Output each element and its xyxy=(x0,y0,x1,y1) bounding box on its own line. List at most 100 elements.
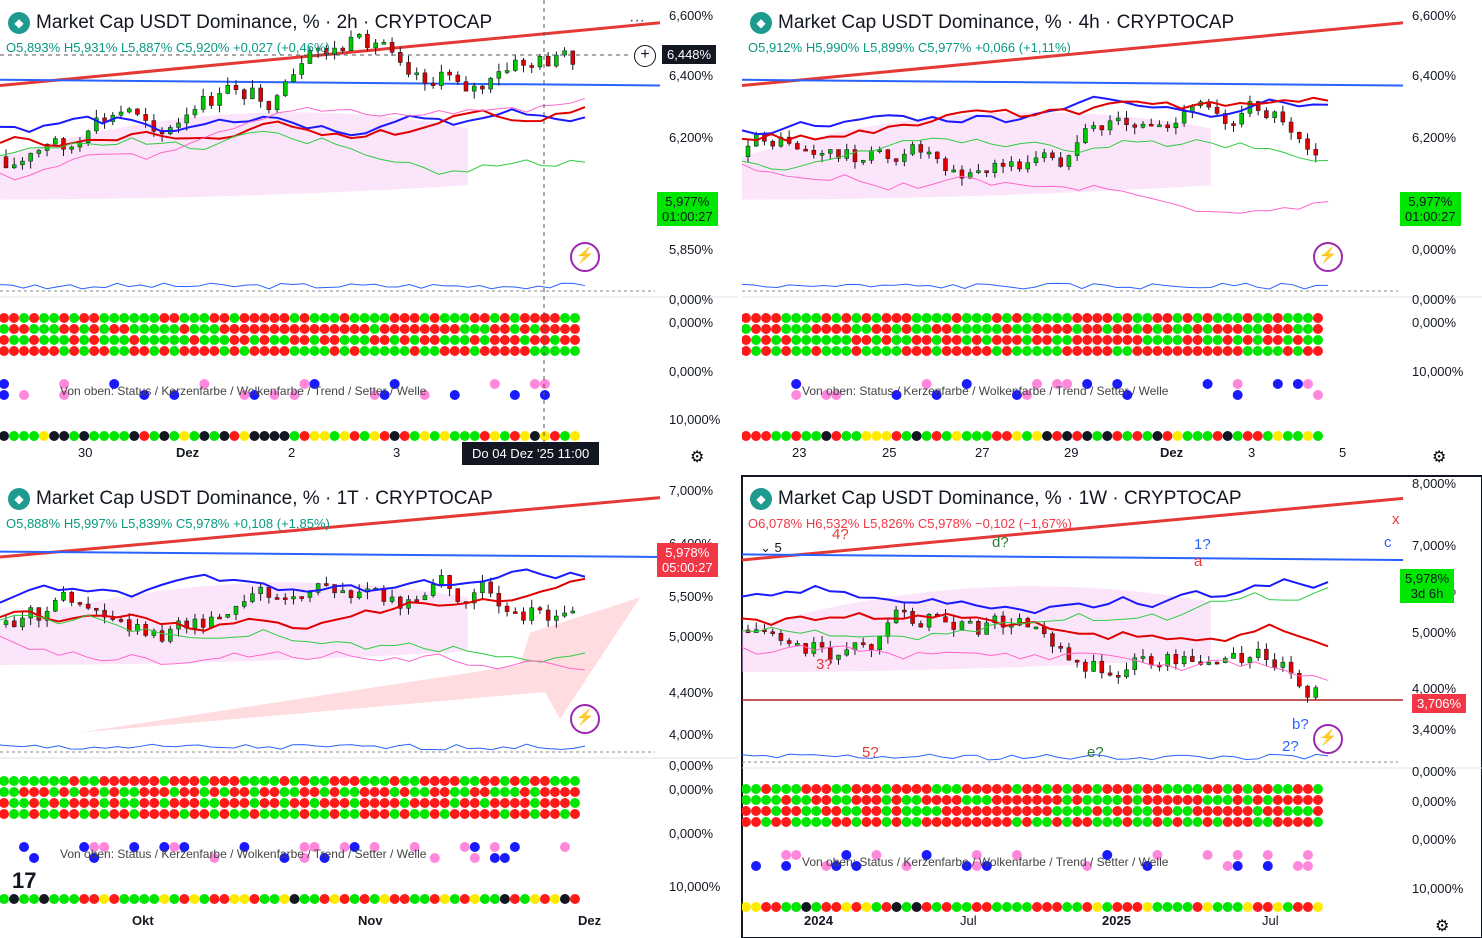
indicator-dot xyxy=(409,313,420,323)
indicator-dot xyxy=(1222,806,1233,816)
indicator-dot xyxy=(269,776,280,786)
price-axis-label: 7,000% xyxy=(1412,538,1457,553)
candle-body xyxy=(1280,661,1286,668)
indicator-dot xyxy=(831,431,842,441)
indicator-dot xyxy=(1252,795,1263,805)
indicator-dot xyxy=(439,346,450,356)
indicator-dot xyxy=(981,861,992,871)
indicator-dot xyxy=(1132,817,1143,827)
price-axis-label: 10,000% xyxy=(1412,881,1464,896)
chart-panel-4[interactable]: ◆ Market Cap USDT Dominance, % · 1W · CRY… xyxy=(741,475,1482,938)
indicator-dot xyxy=(991,335,1002,345)
indicator-dot xyxy=(981,335,992,345)
add-alert-plus-button[interactable]: + xyxy=(634,45,656,67)
candle-body xyxy=(44,610,50,621)
elliott-wave-label: b? xyxy=(1292,716,1309,733)
chart-canvas[interactable] xyxy=(742,476,1482,938)
chart-panel-3[interactable]: ◆ Market Cap USDT Dominance, % · 1T · CRY… xyxy=(0,476,738,938)
indicator-dot xyxy=(1302,431,1313,441)
indicator-dot xyxy=(49,335,60,345)
chevron-down-icon[interactable]: ⌄ xyxy=(760,540,775,555)
chart-title[interactable]: ◆ Market Cap USDT Dominance, % · 1W · CRY… xyxy=(750,488,1242,510)
chart-title[interactable]: ◆ Market Cap USDT Dominance, % · 1T · CRY… xyxy=(8,488,493,510)
chart-canvas[interactable] xyxy=(742,0,1482,472)
indicator-dot xyxy=(1082,806,1093,816)
indicator-dot xyxy=(19,313,30,323)
candle-body xyxy=(836,149,841,159)
indicator-dot xyxy=(1232,346,1243,356)
price-axis-label: 6,600% xyxy=(1412,8,1457,23)
candle-body xyxy=(299,596,304,599)
bar-countdown-timer: 3d 6h xyxy=(1410,586,1444,601)
indicator-dot xyxy=(941,431,952,441)
indicator-dot xyxy=(309,798,320,808)
indicator-dot xyxy=(209,335,220,345)
indicator-dot xyxy=(1232,850,1243,860)
chart-title[interactable]: ◆ Market Cap USDT Dominance, % · 2h · CRY… xyxy=(8,12,492,34)
candle-body xyxy=(168,628,173,642)
settings-gear-icon[interactable]: ⚙ xyxy=(690,449,705,466)
tradingview-logo-icon[interactable]: 17 xyxy=(12,868,37,893)
ichimoku-cloud xyxy=(0,112,468,200)
alert-lightning-icon[interactable]: ⚡ xyxy=(570,242,600,272)
indicator-dot xyxy=(519,894,530,904)
indicator-dot xyxy=(1122,324,1133,334)
indicator-dot xyxy=(79,894,90,904)
indicator-dot xyxy=(569,335,580,345)
indicator-dot xyxy=(79,346,90,356)
indicator-dot xyxy=(289,894,300,904)
indicator-dot xyxy=(249,431,260,441)
chart-title[interactable]: ◆ Market Cap USDT Dominance, % · 4h · CRY… xyxy=(750,12,1234,34)
indicator-dot xyxy=(449,335,460,345)
indicator-dot xyxy=(1102,850,1113,860)
indicator-dot xyxy=(1172,806,1183,816)
legend-collapse[interactable]: ⌄ 5 xyxy=(760,540,782,556)
indicator-dot xyxy=(1062,817,1073,827)
indicator-dot xyxy=(29,346,40,356)
candle-body xyxy=(94,117,99,132)
candle-body xyxy=(324,47,329,55)
indicator-dot xyxy=(179,431,190,441)
indicator-dot xyxy=(509,335,520,345)
moving-average-line xyxy=(742,96,1329,142)
indicator-dot xyxy=(329,431,340,441)
price-axis-label: 4,000% xyxy=(669,727,714,742)
settings-gear-icon[interactable]: ⚙ xyxy=(1432,449,1447,466)
chart-canvas[interactable] xyxy=(0,0,738,472)
indicator-dot xyxy=(1302,324,1313,334)
settings-gear-icon[interactable]: ⚙ xyxy=(1435,918,1450,935)
indicator-dot xyxy=(209,894,220,904)
price-axis-label: 8,000% xyxy=(1412,476,1457,491)
indicator-dot xyxy=(1042,795,1053,805)
indicator-dot xyxy=(219,346,230,356)
indicator-dot xyxy=(379,809,390,819)
indicator-dot xyxy=(269,390,280,400)
indicator-dot xyxy=(871,313,882,323)
indicator-dot xyxy=(319,853,330,863)
chart-panel-1[interactable]: ◆ Market Cap USDT Dominance, % · 2h · CRY… xyxy=(0,0,738,472)
indicator-dot xyxy=(489,776,500,786)
candle-body xyxy=(340,47,346,51)
indicator-dot xyxy=(329,346,340,356)
indicator-dot xyxy=(319,324,330,334)
chart-canvas[interactable] xyxy=(0,476,738,938)
indicator-dot xyxy=(1021,313,1032,323)
indicator-dot xyxy=(1072,335,1083,345)
alert-lightning-icon[interactable]: ⚡ xyxy=(570,704,600,734)
indicator-dot xyxy=(881,902,892,912)
alert-lightning-icon[interactable]: ⚡ xyxy=(1313,242,1343,272)
candle-body xyxy=(959,169,965,179)
indicator-dot xyxy=(881,817,892,827)
indicator-dot xyxy=(1112,324,1123,334)
indicator-dot xyxy=(139,787,150,797)
chart-panel-2[interactable]: ◆ Market Cap USDT Dominance, % · 4h · CRY… xyxy=(742,0,1482,472)
more-options-icon[interactable]: ··· xyxy=(629,12,645,29)
indicator-dot xyxy=(329,798,340,808)
price-axis-label: 5,500% xyxy=(669,589,714,604)
indicator-dot xyxy=(871,902,882,912)
time-axis-label: 30 xyxy=(78,445,93,460)
indicator-dot xyxy=(1112,784,1123,794)
indicator-dot xyxy=(509,787,520,797)
indicator-dot xyxy=(349,346,360,356)
alert-lightning-icon[interactable]: ⚡ xyxy=(1313,724,1343,754)
